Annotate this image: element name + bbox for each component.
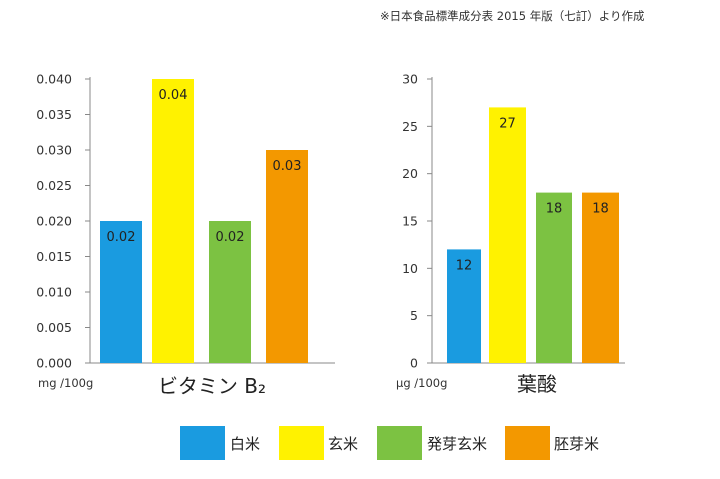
chart1-data-label-2: 0.04 <box>159 88 188 103</box>
legend-swatch-2 <box>279 426 324 460</box>
chart1-bar-1 <box>100 221 142 363</box>
chart2-bar-4 <box>582 192 619 363</box>
legend-label-2: 玄米 <box>328 435 358 453</box>
chart2-bar-1 <box>447 249 481 363</box>
legend-swatch-1 <box>180 426 225 460</box>
chart1-tick-label: 0.035 <box>36 107 72 122</box>
chart2-bar-2 <box>489 107 526 364</box>
chart1-data-label-4: 0.03 <box>273 159 302 174</box>
legend-swatch-4 <box>505 426 550 460</box>
chart1-bar-4 <box>266 150 308 363</box>
chart2-data-label-4: 18 <box>592 202 609 217</box>
legend-label-4: 胚芽米 <box>554 435 599 453</box>
chart1-tick-label: 0.040 <box>36 72 72 87</box>
chart2-tick-label: 0 <box>410 356 418 371</box>
chart2-data-label-1: 12 <box>456 258 473 273</box>
legend-label-1: 白米 <box>230 435 260 453</box>
chart2-tick-label: 15 <box>402 214 418 229</box>
chart2-tick-label: 20 <box>402 166 418 181</box>
legend-label-3: 発芽玄米 <box>427 435 487 453</box>
chart2-tick-label: 5 <box>410 308 418 323</box>
chart2-bar-3 <box>536 192 572 363</box>
source-note: ※日本食品標準成分表 2015 年版（七訂）より作成 <box>380 9 645 23</box>
chart1-tick-label: 0.025 <box>36 178 72 193</box>
chart1-tick-label: 0.030 <box>36 143 72 158</box>
chart2-data-label-3: 18 <box>546 202 563 217</box>
chart2-tick-label: 25 <box>402 119 418 134</box>
chart1-unit-label: mg /100g <box>38 376 93 390</box>
chart2-tick-label: 30 <box>402 72 418 87</box>
chart1-data-label-3: 0.02 <box>216 230 245 245</box>
legend-swatch-3 <box>377 426 422 460</box>
chart1-tick-label: 0.020 <box>36 214 72 229</box>
chart2-data-label-2: 27 <box>499 116 516 131</box>
chart1-bar-2 <box>152 79 194 363</box>
chart1-tick-label: 0.000 <box>36 356 72 371</box>
chart2-unit-label: μg /100g <box>396 376 447 390</box>
chart2-tick-label: 10 <box>402 261 418 276</box>
chart1-data-label-1: 0.02 <box>107 230 136 245</box>
chart1-title: ビタミン B₂ <box>158 374 266 398</box>
chart1-tick-label: 0.010 <box>36 285 72 300</box>
chart1-bar-3 <box>209 221 251 363</box>
chart1-tick-label: 0.005 <box>36 320 72 335</box>
chart2-title: 葉酸 <box>517 372 557 396</box>
chart1-tick-label: 0.015 <box>36 249 72 264</box>
